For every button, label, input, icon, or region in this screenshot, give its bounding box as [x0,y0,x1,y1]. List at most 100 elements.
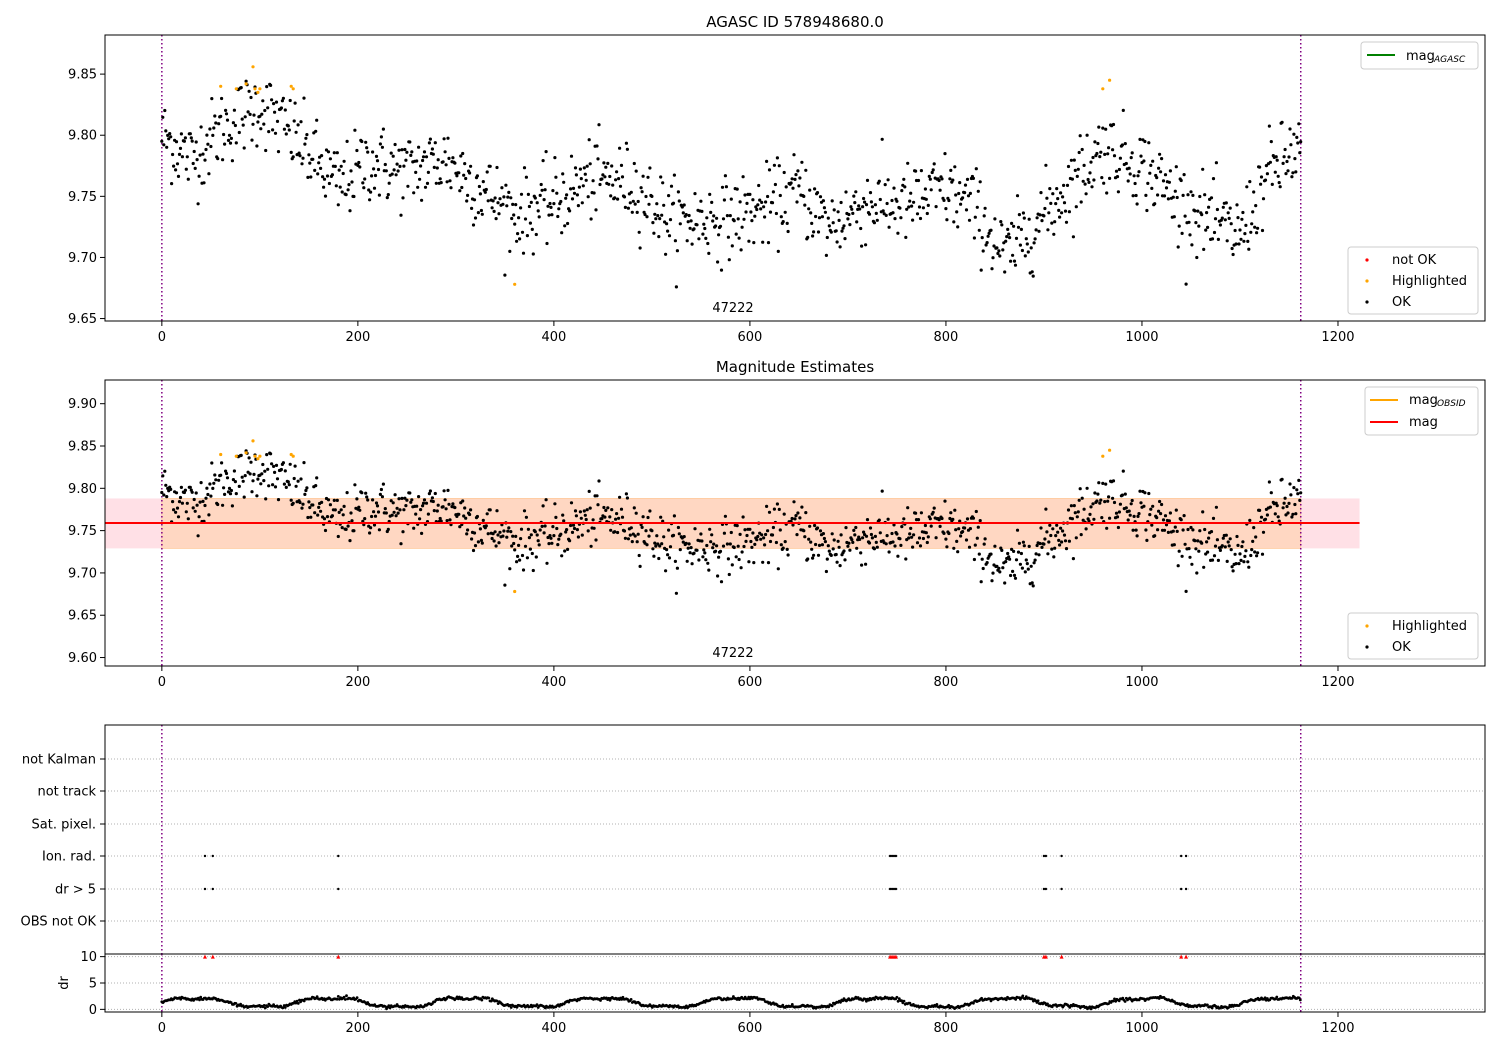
data-point [1161,518,1166,522]
data-point [965,177,970,181]
data-point [1177,224,1181,228]
data-point [804,510,808,515]
data-point [973,215,977,219]
data-point [723,174,728,178]
data-point [421,155,426,159]
data-point [234,454,238,458]
data-point [287,483,291,487]
data-point [881,209,885,213]
data-point [396,169,400,173]
data-point [522,166,527,170]
data-point [534,232,538,237]
data-point [926,535,930,539]
data-point [993,544,997,548]
data-point [330,514,334,518]
data-point [297,151,301,155]
data-point [229,488,233,493]
data-point [1263,517,1268,521]
data-point [752,561,756,565]
data-point [772,507,777,511]
data-point [335,498,339,502]
data-point [1149,163,1153,167]
data-point [194,140,198,144]
data-point [389,151,393,155]
data-point [442,137,446,141]
data-point [1283,147,1287,152]
data-point [1277,519,1281,523]
data-point [827,224,831,228]
data-point [884,213,888,217]
data-point [272,102,276,106]
data-point [248,112,252,116]
data-point [1062,183,1066,187]
data-point [1193,209,1197,213]
data-point [623,205,628,209]
data-point [865,178,870,182]
data-point [364,140,368,144]
data-point [1073,511,1077,515]
data-point [835,240,839,244]
data-point [1273,170,1277,174]
data-point [1017,213,1022,217]
data-point [586,195,590,199]
data-point [513,282,517,286]
data-point [175,506,180,510]
data-point [914,169,918,173]
data-point [614,178,618,182]
data-point [1238,552,1242,556]
data-point [174,168,178,172]
data-point [756,203,760,207]
data-point [543,188,547,192]
data-point [446,488,450,492]
data-point [282,127,286,131]
data-point [1195,255,1199,260]
data-point [1062,201,1067,205]
dr5-flag-point [1184,887,1188,891]
data-point [818,195,823,199]
data-point [258,87,262,91]
data-point [951,178,955,182]
data-point [917,205,922,209]
data-point [979,580,983,584]
data-point [864,243,868,247]
data-point [1297,478,1301,482]
data-point [925,540,929,545]
data-point [575,528,580,532]
data-point [1293,157,1297,161]
data-point [586,529,590,533]
data-point [1087,180,1091,184]
data-point [724,185,729,189]
data-point [1296,492,1300,496]
data-point [559,532,563,536]
data-point [1179,178,1183,183]
data-point [1054,202,1058,206]
data-point [1062,533,1067,537]
data-point [1013,576,1018,580]
data-point [585,508,589,512]
data-point [926,203,930,207]
data-point [395,506,399,510]
data-point [305,486,309,490]
data-point [510,544,514,548]
x-tick-label: 1000 [1125,675,1158,690]
data-point [906,161,910,165]
data-point [1049,201,1053,205]
data-point [1111,122,1116,127]
data-point [1083,182,1087,186]
data-point [353,483,357,487]
dr-point [873,998,876,1001]
data-point [276,498,281,502]
data-point [525,556,530,560]
data-point [896,554,900,558]
dr-point [841,999,845,1003]
data-point [883,183,887,187]
data-point [695,223,699,227]
data-point [1269,491,1273,495]
data-point [1196,209,1200,213]
data-point [1103,152,1107,156]
data-point [701,232,705,236]
data-point [1061,529,1065,533]
data-point [1148,513,1152,517]
data-point [570,530,575,535]
data-point [337,510,341,514]
